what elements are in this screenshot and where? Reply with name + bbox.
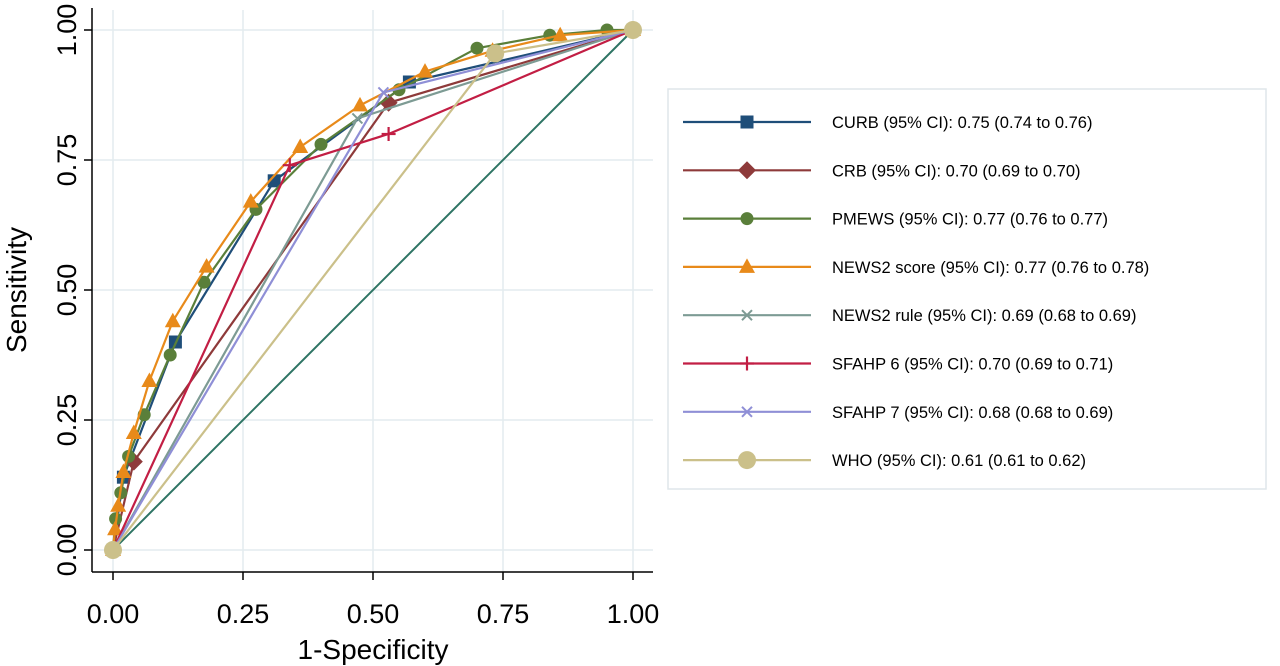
legend-swatch-marker [741, 309, 753, 321]
legend-item-4: NEWS2 rule (95% CI): 0.69 (0.68 to 0.69) [683, 307, 1136, 325]
series-6-point [377, 86, 390, 99]
series-7-point [104, 541, 122, 559]
series-7 [104, 21, 642, 559]
x-tick-label: 1.00 [607, 599, 660, 629]
legend-swatch-marker-b [741, 406, 753, 418]
x-axis-title: 1-Specificity [298, 634, 449, 665]
legend-item-1: CRB (95% CI): 0.70 (0.69 to 0.70) [683, 161, 1081, 180]
series-7-point [624, 21, 642, 39]
plot-series [104, 21, 642, 559]
axes: 0.00 0.25 0.50 0.75 1.00 0.00 0.25 0.50 0.75 1.00 [52, 4, 659, 629]
legend-label: NEWS2 rule (95% CI): 0.69 (0.68 to 0.69) [832, 307, 1136, 325]
legend-label: PMEWS (95% CI): 0.77 (0.76 to 0.77) [832, 211, 1108, 229]
x-tick-label: 0.75 [477, 599, 530, 629]
y-tick-label: 0.25 [52, 394, 82, 447]
y-tick-label: 1.00 [52, 4, 82, 57]
series-5-point [282, 158, 297, 173]
legend-swatch-marker-b [741, 309, 753, 321]
legend-swatch-marker [740, 356, 754, 371]
legend-label: NEWS2 score (95% CI): 0.77 (0.76 to 0.78… [832, 259, 1149, 277]
series-7-point [486, 44, 505, 63]
y-axis-title: Sensitivity [1, 227, 32, 353]
legend-label: WHO (95% CI): 0.61 (0.61 to 0.62) [832, 452, 1086, 470]
legend-label: SFAHP 6 (95% CI): 0.70 (0.69 to 0.71) [832, 356, 1113, 374]
legend-label: SFAHP 7 (95% CI): 0.68 (0.68 to 0.69) [832, 404, 1113, 422]
legend-item-6: SFAHP 7 (95% CI): 0.68 (0.68 to 0.69) [683, 404, 1113, 422]
legend-label: CRB (95% CI): 0.70 (0.69 to 0.70) [832, 162, 1081, 180]
x-tick-label: 0.25 [217, 599, 270, 629]
series-6-point-b [377, 86, 390, 99]
series-2-point [197, 275, 211, 289]
series-3-point [198, 258, 215, 273]
legend-swatch-marker [738, 451, 756, 470]
series-3-point [242, 193, 259, 208]
x-tick-label: 0.00 [87, 599, 140, 629]
legend-item-2: PMEWS (95% CI): 0.77 (0.76 to 0.77) [683, 211, 1108, 229]
legend-swatch-marker [740, 212, 754, 226]
y-tick-label: 0.00 [52, 524, 82, 577]
series-3-point [125, 424, 142, 439]
series-3-point [292, 138, 309, 153]
series-line-5 [112, 28, 634, 551]
series-5-point [381, 127, 396, 141]
legend-item-7: WHO (95% CI): 0.61 (0.61 to 0.62) [683, 451, 1086, 470]
legend-item-3: NEWS2 score (95% CI): 0.77 (0.76 to 0.78… [683, 258, 1149, 277]
y-tick-label: 0.75 [52, 134, 82, 187]
series-3-point [417, 63, 433, 78]
reference-diagonal [112, 29, 634, 551]
series-3-point [115, 463, 132, 478]
series-line-1 [111, 28, 634, 551]
series-2-point [163, 348, 177, 362]
legend: CURB (95% CI): 0.75 (0.74 to 0.76) CRB (9… [667, 88, 1267, 490]
legend-swatch-marker [739, 258, 755, 273]
legend-swatch-marker [740, 115, 754, 129]
legend-swatch-marker [741, 406, 753, 418]
legend-swatch-marker [738, 161, 756, 180]
series-3-point [164, 312, 181, 328]
legend-item-5: SFAHP 6 (95% CI): 0.70 (0.69 to 0.71) [683, 356, 1113, 374]
series-3-point [107, 520, 124, 536]
series-2-point [470, 41, 484, 55]
series-2-point [314, 137, 328, 151]
series-4-point-b [351, 112, 364, 125]
series-3-point [552, 26, 569, 42]
legend-box [667, 88, 1267, 490]
series-3-point [352, 96, 368, 112]
series-4-point [351, 112, 364, 125]
legend-label: CURB (95% CI): 0.75 (0.74 to 0.76) [832, 114, 1092, 132]
series-3-point [141, 372, 158, 387]
series-0-point [267, 174, 281, 188]
x-tick-label: 0.50 [347, 599, 400, 629]
y-tick-label: 0.50 [52, 264, 82, 317]
reference-line [112, 29, 634, 551]
series-3-point [110, 497, 127, 512]
legend-item-0: CURB (95% CI): 0.75 (0.74 to 0.76) [683, 114, 1092, 132]
